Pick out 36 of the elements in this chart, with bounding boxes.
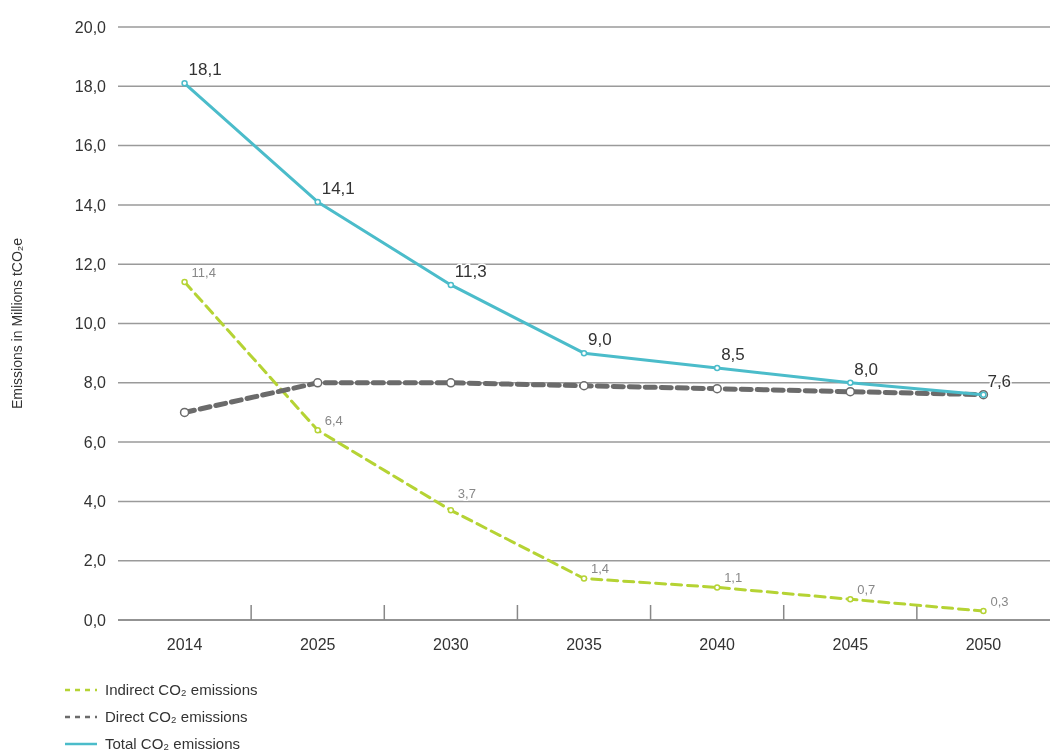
y-tick-label: 18,0 (74, 77, 107, 95)
x-tick-label: 2045 (832, 636, 869, 653)
y-tick-label: 0,0 (83, 611, 107, 629)
y-tick-label: 14,0 (74, 196, 107, 214)
data-label: 11,3 (454, 261, 487, 281)
y-axis-title: Emissions in Millions tCO₂e (9, 237, 25, 410)
data-label: 1,1 (724, 570, 743, 586)
data-label: 8,0 (854, 359, 878, 379)
x-tick-label: 2035 (566, 636, 602, 653)
data-label: 7,6 (987, 371, 1012, 391)
y-tick-label: 8,0 (83, 374, 107, 392)
data-label: 0,7 (857, 582, 876, 598)
y-tick-label: 10,0 (74, 315, 107, 333)
y-tick-label: 12,0 (74, 255, 107, 273)
y-tick-label: 16,0 (74, 137, 107, 155)
legend-label: Direct CO₂ emissions (105, 708, 248, 726)
y-tick-label: 6,0 (83, 433, 107, 451)
y-tick-label: 4,0 (83, 493, 107, 510)
data-label: 8,5 (721, 344, 745, 364)
x-tick-label: 2050 (965, 636, 1002, 653)
data-label: 9,0 (588, 330, 612, 350)
y-tick-label: 20,0 (74, 18, 107, 36)
legend-label: Total CO₂ emissions (105, 735, 241, 753)
data-label: 14,1 (321, 178, 355, 198)
data-label: 0,3 (990, 594, 1009, 610)
legend-label: Indirect CO₂ emissions (105, 681, 258, 699)
x-tick-label: 2025 (299, 636, 336, 653)
data-label: 18,1 (188, 60, 222, 80)
data-label: 11,4 (191, 264, 216, 280)
y-tick-label: 2,0 (83, 552, 107, 570)
x-tick-label: 2030 (433, 636, 469, 653)
data-label: 1,4 (591, 561, 610, 577)
data-label: 6,4 (324, 413, 343, 429)
data-label: 3,7 (457, 486, 476, 502)
x-tick-label: 2014 (166, 636, 203, 653)
x-tick-label: 2040 (699, 636, 736, 653)
